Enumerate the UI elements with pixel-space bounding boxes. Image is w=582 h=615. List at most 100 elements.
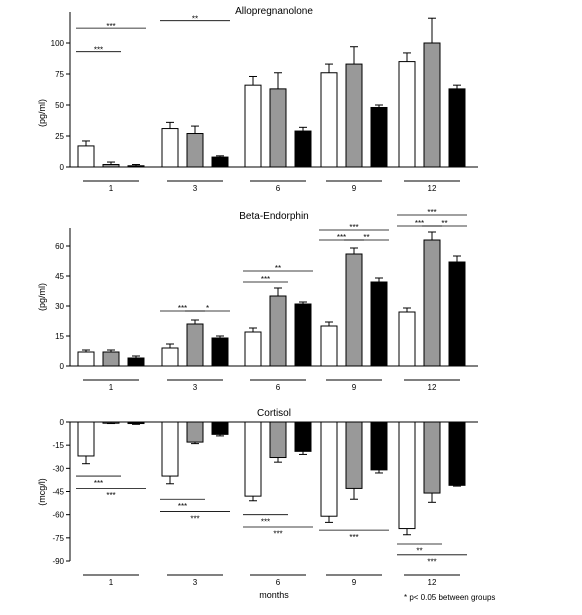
significance-label: ** bbox=[192, 14, 198, 23]
chart-title: Cortisol bbox=[257, 408, 291, 419]
bar bbox=[398, 421, 416, 530]
y-axis-label: (mcg/l) bbox=[37, 478, 47, 506]
bar bbox=[423, 239, 441, 367]
bar bbox=[77, 145, 95, 168]
y-tick-label: -15 bbox=[52, 441, 64, 450]
bar bbox=[102, 351, 120, 367]
significance-label: *** bbox=[94, 479, 103, 488]
bar bbox=[370, 421, 388, 471]
category-label: 3 bbox=[193, 578, 198, 587]
y-tick-label: 30 bbox=[55, 302, 64, 311]
bar bbox=[161, 347, 179, 367]
bar bbox=[448, 88, 466, 168]
x-axis-label: months bbox=[259, 590, 289, 600]
bar bbox=[398, 311, 416, 367]
footnote: * p< 0.05 between groups bbox=[404, 593, 496, 602]
significance-label: *** bbox=[427, 558, 436, 567]
category-label: 6 bbox=[276, 578, 281, 587]
bar bbox=[320, 421, 338, 517]
bar bbox=[345, 253, 363, 367]
significance-label: ** bbox=[441, 219, 447, 228]
significance-label: *** bbox=[427, 208, 436, 217]
significance-label: *** bbox=[178, 304, 187, 313]
bar bbox=[269, 421, 287, 459]
bar bbox=[320, 325, 338, 367]
bar bbox=[211, 421, 229, 435]
significance-label: *** bbox=[273, 530, 282, 539]
significance-label: *** bbox=[415, 219, 424, 228]
category-label: 6 bbox=[276, 383, 281, 392]
y-tick-label: 0 bbox=[60, 418, 65, 427]
y-tick-label: -90 bbox=[52, 557, 64, 566]
category-label: 9 bbox=[352, 578, 357, 587]
category-label: 1 bbox=[109, 184, 114, 193]
category-label: 3 bbox=[193, 383, 198, 392]
significance-label: *** bbox=[349, 223, 358, 232]
significance-label: *** bbox=[106, 22, 115, 31]
bar bbox=[161, 421, 179, 477]
y-tick-label: -45 bbox=[52, 488, 64, 497]
significance-label: *** bbox=[261, 517, 270, 526]
y-tick-label: -30 bbox=[52, 464, 64, 473]
bar bbox=[269, 88, 287, 168]
y-tick-label: 100 bbox=[51, 39, 65, 48]
y-tick-label: 45 bbox=[55, 272, 64, 281]
bar bbox=[423, 421, 441, 494]
bar bbox=[320, 72, 338, 168]
y-tick-label: 75 bbox=[55, 70, 64, 79]
significance-label: ** bbox=[363, 233, 369, 242]
y-tick-label: 50 bbox=[55, 101, 64, 110]
y-tick-label: 15 bbox=[55, 332, 64, 341]
bar bbox=[423, 42, 441, 168]
bar bbox=[211, 337, 229, 367]
category-label: 1 bbox=[109, 578, 114, 587]
bar bbox=[127, 165, 145, 168]
significance-label: *** bbox=[261, 275, 270, 284]
y-tick-label: -75 bbox=[52, 534, 64, 543]
bar bbox=[294, 421, 312, 452]
bar bbox=[448, 421, 466, 486]
y-tick-label: 25 bbox=[55, 132, 64, 141]
bar bbox=[244, 331, 262, 367]
bar bbox=[398, 61, 416, 168]
bar bbox=[294, 303, 312, 367]
bar bbox=[448, 261, 466, 367]
significance-label: * bbox=[206, 304, 209, 313]
bar bbox=[370, 106, 388, 168]
significance-label: ** bbox=[275, 264, 281, 273]
bar bbox=[186, 323, 204, 367]
bar bbox=[186, 421, 204, 443]
category-label: 3 bbox=[193, 184, 198, 193]
significance-label: *** bbox=[349, 533, 358, 542]
category-label: 9 bbox=[352, 184, 357, 193]
y-axis-label: (pg/ml) bbox=[37, 99, 47, 127]
bar bbox=[77, 421, 95, 457]
significance-label: ** bbox=[416, 547, 422, 556]
category-label: 1 bbox=[109, 383, 114, 392]
category-label: 12 bbox=[428, 578, 437, 587]
bar bbox=[269, 295, 287, 367]
y-axis-label: (pg/ml) bbox=[37, 283, 47, 311]
significance-label: *** bbox=[106, 491, 115, 500]
bar bbox=[127, 421, 145, 425]
bar bbox=[294, 130, 312, 168]
y-tick-label: -60 bbox=[52, 511, 64, 520]
category-label: 12 bbox=[428, 184, 437, 193]
bar bbox=[244, 84, 262, 168]
y-tick-label: 60 bbox=[55, 242, 64, 251]
bar bbox=[244, 421, 262, 497]
significance-label: *** bbox=[94, 45, 103, 54]
category-label: 12 bbox=[428, 383, 437, 392]
y-tick-label: 0 bbox=[60, 362, 65, 371]
bar bbox=[345, 63, 363, 168]
bar bbox=[161, 128, 179, 168]
y-tick-label: 0 bbox=[60, 163, 65, 172]
chart-title: Allopregnanolone bbox=[235, 6, 313, 17]
bar bbox=[370, 281, 388, 367]
bar bbox=[77, 351, 95, 367]
bar bbox=[186, 133, 204, 168]
category-label: 6 bbox=[276, 184, 281, 193]
significance-label: *** bbox=[190, 514, 199, 523]
